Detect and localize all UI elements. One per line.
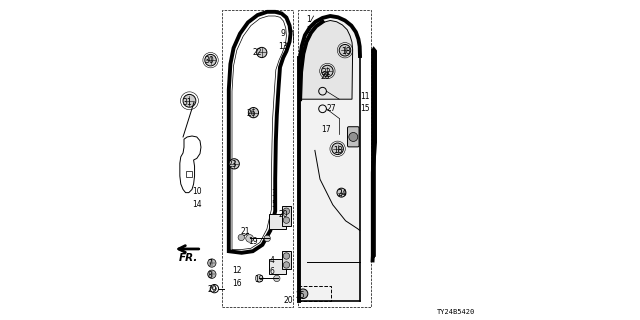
Text: 3: 3 [271, 189, 276, 198]
Text: 27: 27 [326, 104, 336, 113]
Polygon shape [269, 259, 287, 274]
Text: 20: 20 [283, 296, 293, 305]
Circle shape [264, 235, 270, 242]
Circle shape [207, 259, 216, 267]
Circle shape [205, 54, 216, 66]
Polygon shape [300, 17, 360, 301]
Text: 13: 13 [278, 42, 288, 51]
Text: FR.: FR. [179, 253, 198, 263]
Circle shape [322, 65, 333, 77]
Polygon shape [186, 171, 192, 177]
Text: 19: 19 [248, 237, 258, 246]
Text: 7: 7 [207, 260, 212, 268]
Text: 22: 22 [253, 48, 262, 57]
Polygon shape [269, 214, 287, 229]
Text: 6: 6 [269, 268, 275, 276]
Polygon shape [372, 51, 375, 256]
Polygon shape [282, 251, 291, 269]
Text: 28: 28 [320, 72, 330, 81]
Text: 4: 4 [269, 256, 275, 265]
Text: 32: 32 [321, 68, 332, 76]
Text: 14: 14 [192, 200, 202, 209]
Circle shape [339, 44, 351, 56]
Circle shape [298, 289, 308, 299]
Circle shape [255, 275, 263, 282]
Text: TY24B5420: TY24B5420 [437, 309, 475, 315]
Circle shape [207, 270, 216, 278]
Circle shape [248, 108, 259, 118]
Circle shape [349, 132, 358, 141]
Text: 23: 23 [227, 160, 237, 169]
Text: 12: 12 [232, 266, 241, 275]
Polygon shape [282, 206, 291, 226]
Text: 29: 29 [208, 285, 218, 294]
FancyBboxPatch shape [348, 127, 359, 147]
Text: 21: 21 [240, 228, 250, 236]
Text: 16: 16 [232, 279, 242, 288]
Circle shape [283, 208, 289, 214]
Text: 1: 1 [307, 15, 311, 24]
Circle shape [183, 94, 196, 107]
Circle shape [246, 235, 253, 242]
Text: 31: 31 [182, 98, 192, 107]
Text: 19: 19 [254, 276, 264, 284]
Text: 2: 2 [307, 26, 311, 35]
Text: 11: 11 [360, 92, 369, 100]
Circle shape [283, 253, 289, 259]
Text: 26: 26 [246, 109, 256, 118]
Polygon shape [180, 136, 201, 193]
Text: 24: 24 [337, 189, 348, 198]
Text: 18: 18 [333, 146, 342, 155]
Circle shape [337, 188, 346, 197]
Text: 25: 25 [296, 292, 306, 300]
Text: 17: 17 [321, 125, 332, 134]
Text: 9: 9 [281, 29, 285, 38]
Text: 15: 15 [360, 104, 370, 113]
Text: 8: 8 [207, 271, 212, 280]
Text: 20: 20 [278, 210, 288, 219]
Circle shape [229, 159, 239, 169]
Circle shape [274, 275, 280, 282]
Circle shape [332, 143, 344, 155]
Circle shape [257, 47, 267, 58]
Text: 5: 5 [271, 200, 276, 209]
Text: 10: 10 [192, 188, 202, 196]
Text: 30: 30 [205, 56, 214, 65]
Circle shape [238, 234, 244, 241]
Text: 18: 18 [341, 47, 350, 56]
Polygon shape [301, 20, 353, 99]
Circle shape [283, 262, 289, 268]
Circle shape [283, 217, 289, 223]
